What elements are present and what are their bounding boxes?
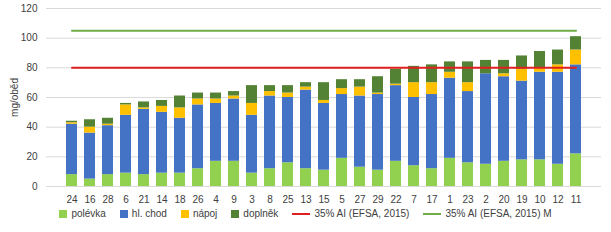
- html-text:nápoj: nápoj: [192, 208, 218, 219]
- svg-text:17: 17: [426, 194, 438, 205]
- svg-text:1: 1: [447, 194, 453, 205]
- html-text:35% AI (EFSA, 2015) M: 35% AI (EFSA, 2015) M: [445, 208, 552, 219]
- svg-text:20: 20: [26, 151, 38, 162]
- svg-text:19: 19: [516, 194, 528, 205]
- svg-text:27: 27: [354, 194, 366, 205]
- svg-text:40: 40: [26, 121, 38, 132]
- svg-text:9: 9: [231, 194, 237, 205]
- svg-text:8: 8: [267, 194, 273, 205]
- svg-text:16: 16: [84, 194, 96, 205]
- svg-text:28: 28: [102, 194, 114, 205]
- svg-text:21: 21: [138, 194, 150, 205]
- svg-text:80: 80: [26, 62, 38, 73]
- svg-text:6: 6: [123, 194, 129, 205]
- svg-text:15: 15: [318, 194, 330, 205]
- svg-text:100: 100: [21, 32, 38, 43]
- html-text:35% AI (EFSA, 2015): 35% AI (EFSA, 2015): [314, 208, 410, 219]
- svg-text:3: 3: [249, 194, 255, 205]
- svg-text:10: 10: [534, 194, 546, 205]
- svg-text:4: 4: [213, 194, 219, 205]
- svg-text:14: 14: [156, 194, 168, 205]
- svg-text:11: 11: [571, 194, 582, 205]
- svg-text:0: 0: [32, 181, 38, 192]
- svg-text:25: 25: [282, 194, 294, 205]
- svg-text:24: 24: [66, 194, 78, 205]
- html-text:polévka: polévka: [71, 208, 106, 219]
- svg-text:22: 22: [390, 194, 402, 205]
- svg-text:60: 60: [26, 92, 38, 103]
- svg-text:20: 20: [498, 194, 510, 205]
- svg-text:7: 7: [411, 194, 417, 205]
- html-text:hl. chod: hl. chod: [131, 208, 167, 219]
- svg-text:18: 18: [174, 194, 186, 205]
- svg-text:26: 26: [192, 194, 204, 205]
- svg-text:12: 12: [552, 194, 564, 205]
- html-text:doplněk: doplněk: [243, 208, 279, 219]
- svg-text:2: 2: [483, 194, 489, 205]
- svg-text:29: 29: [372, 194, 384, 205]
- svg-text:13: 13: [300, 194, 312, 205]
- svg-text:5: 5: [339, 194, 345, 205]
- svg-text:120: 120: [21, 3, 38, 14]
- svg-text:23: 23: [462, 194, 474, 205]
- svg-text:mg/oběd: mg/oběd: [9, 78, 20, 117]
